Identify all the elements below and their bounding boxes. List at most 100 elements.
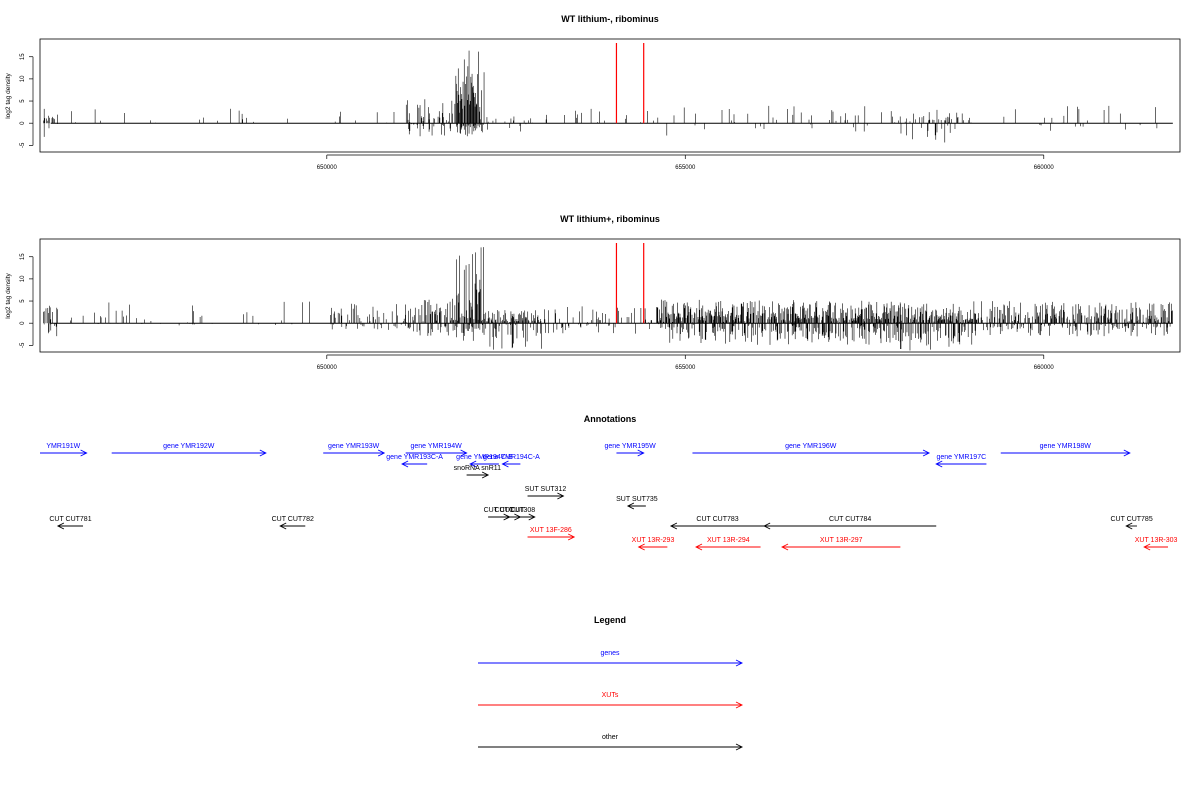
feature-label: gene YMR194C-B xyxy=(456,454,513,461)
feature-other: snoRNA snR11 xyxy=(454,465,501,479)
feature-other: SUT SUT312 xyxy=(525,486,567,500)
legend-title: Legend xyxy=(594,615,626,625)
feature-arrow-head xyxy=(80,449,88,457)
y-tick-label: 15 xyxy=(20,53,26,60)
feature-label: SUT SUT735 xyxy=(616,496,658,503)
feature-arrow-head xyxy=(377,449,386,457)
feature-label: gene YMR195W xyxy=(604,443,656,450)
feature-label: gene YMR196W xyxy=(785,443,837,450)
plot-frame xyxy=(39,38,1181,153)
annotations-track: Annotations YMR191W gene YMR192W gene YMR1… xyxy=(40,414,1178,551)
feature-arrow-head xyxy=(1123,449,1131,457)
legend-item: XUTs xyxy=(478,692,744,709)
feature-arrow-head xyxy=(557,492,565,500)
feature-label: gene YMR198W xyxy=(1040,443,1092,450)
feature-other: CUT308 xyxy=(509,507,536,521)
legend-label: XUTs xyxy=(602,692,619,699)
feature-label: CUT CUT782 xyxy=(272,516,314,523)
y-tick-label: 0 xyxy=(20,321,26,325)
feature-label: XUT 13R-294 xyxy=(707,537,750,544)
feature-arrow-head xyxy=(763,522,771,530)
feature-other: CUT CUT781 xyxy=(49,516,92,530)
feature-arrow-head xyxy=(501,460,509,468)
feature-label: CUT CUT781 xyxy=(49,516,91,523)
feature-other: CUT CUT782 xyxy=(272,516,314,530)
feature-label: CUT CUT xyxy=(494,507,525,514)
legend-label: other xyxy=(602,734,619,741)
feature-label: gene YMR192W xyxy=(163,443,215,450)
feature-arrow-head xyxy=(695,543,703,551)
x-tick-label: 650000 xyxy=(317,165,338,171)
feature-label: snoRNA snR11 xyxy=(454,465,501,472)
feature-arrow-head xyxy=(528,513,536,521)
feature-other: CUT CUT783 xyxy=(669,516,765,530)
x-tick-label: 655000 xyxy=(675,365,696,371)
y-axis-label: log2 tag density xyxy=(5,272,12,318)
y-tick-label: 5 xyxy=(20,299,26,303)
feature-label: XUT 13R-303 xyxy=(1135,537,1178,544)
feature-other: CUT CUT784 xyxy=(763,516,937,530)
feature-arrow-head xyxy=(1125,522,1133,530)
legend-item: other xyxy=(478,734,744,751)
feature-gene: YMR191W xyxy=(40,443,88,457)
panel-lithium-plus: WT lithium+, ribominus log2 tag density … xyxy=(5,214,1181,371)
feature-arrow-head xyxy=(56,522,65,530)
legend-label: genes xyxy=(600,650,620,657)
feature-label: CUT CUT xyxy=(484,507,515,514)
feature-label: CUT CUT784 xyxy=(829,516,871,523)
feature-label: gene YMR197C xyxy=(936,454,986,461)
feature-label: XUT 13R-293 xyxy=(632,537,675,544)
y-axis-label: log2 tag density xyxy=(5,72,12,118)
x-tick-label: 655000 xyxy=(675,165,696,171)
panel-title: WT lithium+, ribominus xyxy=(560,214,660,224)
feature-arrow-head xyxy=(567,533,576,541)
y-tick-label: 15 xyxy=(20,253,26,260)
feature-arrow-head xyxy=(626,502,635,510)
feature-label: CUT308 xyxy=(509,507,535,514)
feature-xut: XUT 13R-293 xyxy=(632,537,675,551)
feature-other: SUT SUT735 xyxy=(616,496,658,510)
legend-arrow-head xyxy=(735,743,744,751)
y-tick-label: 10 xyxy=(20,75,26,82)
feature-other: CUT CUT785 xyxy=(1110,516,1153,530)
feature-arrow-head xyxy=(481,471,490,479)
feature-xut: XUT 13F-286 xyxy=(527,527,576,541)
y-tick-label: 5 xyxy=(20,99,26,103)
feature-arrow-head xyxy=(637,449,645,457)
x-tick-label: 650000 xyxy=(317,365,338,371)
feature-arrow-head xyxy=(669,522,678,530)
feature-label: YMR191W xyxy=(46,443,80,450)
density-bars xyxy=(43,50,1158,143)
feature-gene: gene YMR196W xyxy=(692,443,931,457)
feature-gene: gene YMR194C-B xyxy=(456,454,513,468)
x-tick-label: 660000 xyxy=(1034,165,1055,171)
feature-gene: gene YMR194C-A xyxy=(483,454,540,468)
feature-label: gene YMR194W xyxy=(411,443,463,450)
feature-arrow-head xyxy=(460,449,468,457)
feature-label: gene YMR194C-A xyxy=(483,454,540,461)
y-tick-label: 0 xyxy=(20,121,26,125)
feature-arrow-head xyxy=(1143,543,1151,551)
legend-arrow-head xyxy=(735,659,744,667)
x-tick-label: 660000 xyxy=(1034,365,1055,371)
y-tick-label: 10 xyxy=(20,275,26,282)
feature-arrow-head xyxy=(259,449,267,457)
panel-title: WT lithium-, ribominus xyxy=(561,14,659,24)
feature-label: XUT 13R-297 xyxy=(820,537,863,544)
annotations-title: Annotations xyxy=(584,414,637,424)
density-bars xyxy=(43,247,1173,351)
plot-frame xyxy=(39,238,1181,353)
feature-label: CUT CUT785 xyxy=(1110,516,1152,523)
feature-arrow-head xyxy=(922,449,931,457)
feature-gene: gene YMR192W xyxy=(111,443,267,457)
feature-gene: gene YMR198W xyxy=(1000,443,1131,457)
legend-arrow-head xyxy=(735,701,744,709)
feature-xut: XUT 13R-297 xyxy=(781,537,901,551)
panel-lithium-minus: WT lithium-, ribominus log2 tag density … xyxy=(5,14,1181,171)
feature-label: SUT SUT312 xyxy=(525,486,567,493)
y-tick-label: -5 xyxy=(20,142,26,148)
feature-gene: gene YMR194W xyxy=(405,443,468,457)
y-tick-label: -5 xyxy=(20,342,26,348)
legend-item: genes xyxy=(478,650,744,667)
